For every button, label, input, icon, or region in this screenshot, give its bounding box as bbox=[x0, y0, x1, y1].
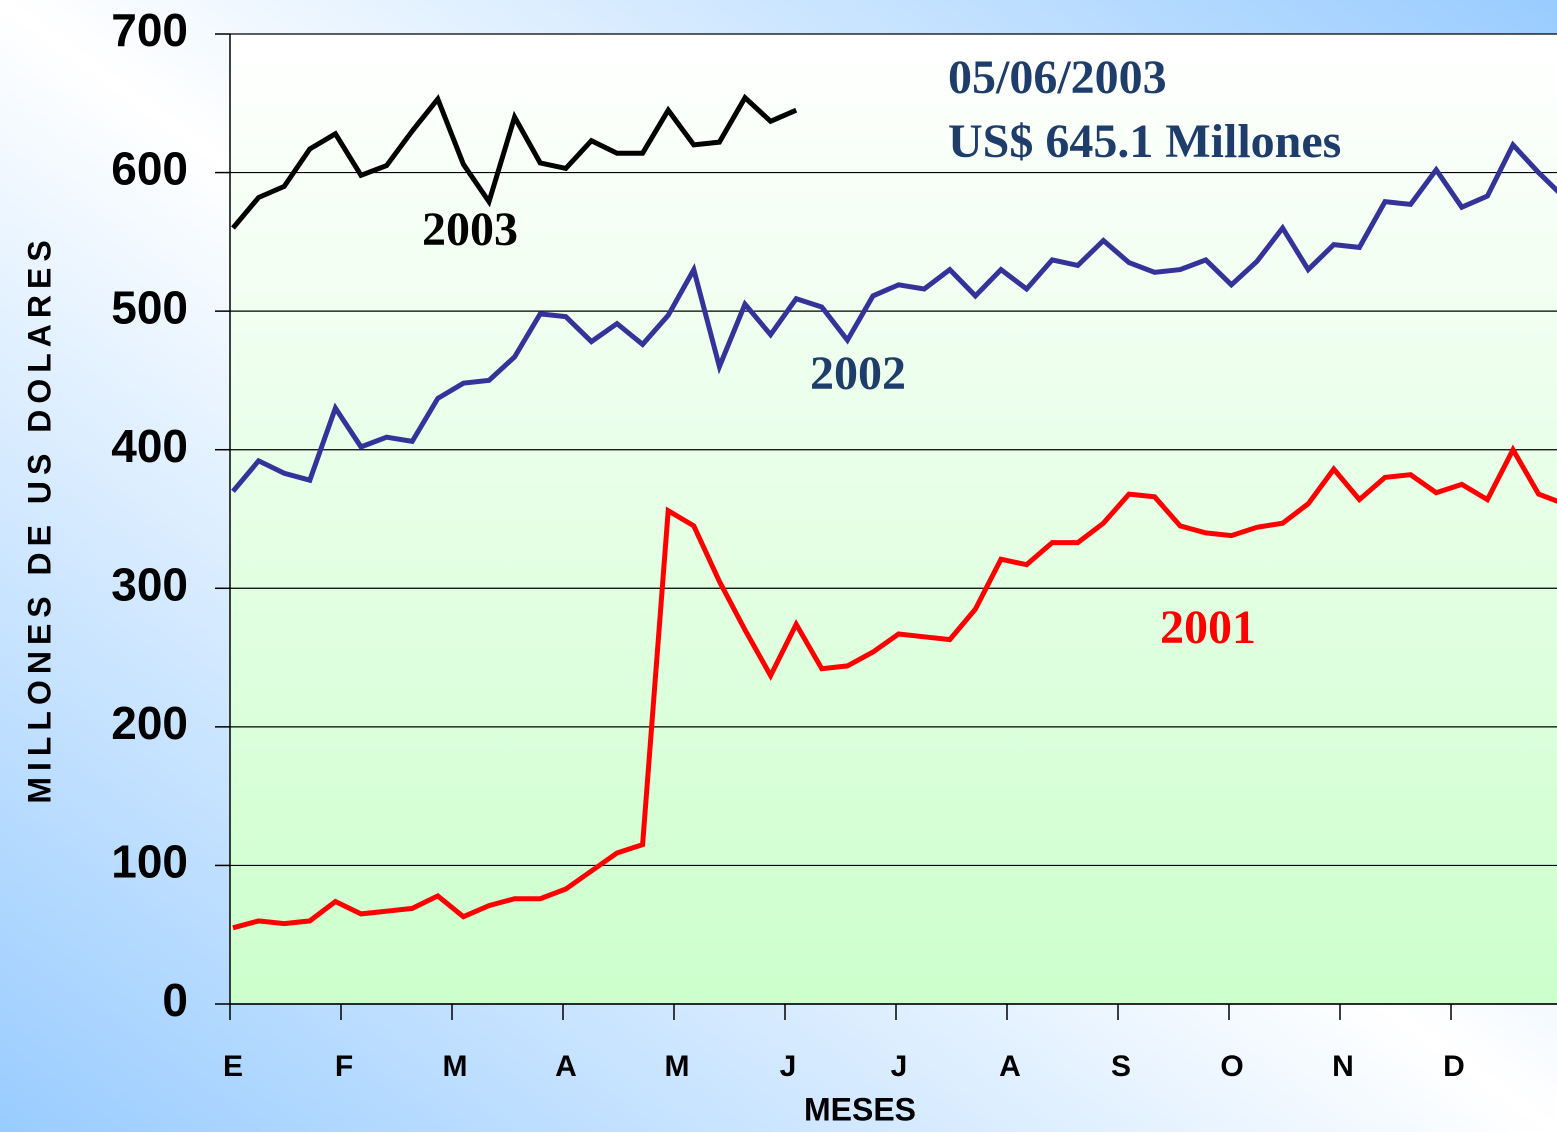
y-axis-label: MILLONES DE US DOLARES bbox=[21, 234, 57, 803]
x-tick-label: M bbox=[443, 1050, 468, 1083]
x-tick-label: D bbox=[1443, 1050, 1465, 1083]
annotation: 05/06/2003 bbox=[948, 51, 1167, 104]
y-tick-label: 100 bbox=[111, 836, 188, 888]
y-tick-label: 300 bbox=[111, 558, 188, 610]
x-tick-label: J bbox=[891, 1050, 908, 1083]
x-tick-label: J bbox=[780, 1050, 797, 1083]
annotation: US$ 645.1 Millones bbox=[948, 115, 1341, 168]
x-tick-label: A bbox=[555, 1050, 577, 1083]
x-tick-label: F bbox=[335, 1050, 353, 1083]
series-label: 2002 bbox=[810, 347, 906, 400]
x-axis-label: MESES bbox=[804, 1091, 916, 1127]
x-tick-label: A bbox=[999, 1050, 1021, 1083]
x-tick-label: N bbox=[1332, 1050, 1354, 1083]
series-label: 2001 bbox=[1160, 601, 1256, 654]
series-label: 2003 bbox=[422, 203, 518, 256]
y-tick-label: 700 bbox=[111, 4, 188, 56]
line-series bbox=[231, 140, 1557, 493]
x-tick-label: S bbox=[1111, 1050, 1131, 1083]
y-tick-label: 200 bbox=[111, 697, 188, 749]
x-tick-label: M bbox=[665, 1050, 690, 1083]
y-tick-label: 500 bbox=[111, 281, 188, 333]
series-group bbox=[231, 93, 1557, 931]
plot-area bbox=[230, 34, 1557, 1004]
x-tick-label: E bbox=[223, 1050, 243, 1083]
y-tick-label: 0 bbox=[162, 974, 188, 1026]
x-tick-label: O bbox=[1220, 1050, 1243, 1083]
y-tick-label: 600 bbox=[111, 143, 188, 195]
line-series bbox=[231, 93, 798, 230]
y-tick-label: 400 bbox=[111, 420, 188, 472]
line-series bbox=[232, 444, 1557, 931]
